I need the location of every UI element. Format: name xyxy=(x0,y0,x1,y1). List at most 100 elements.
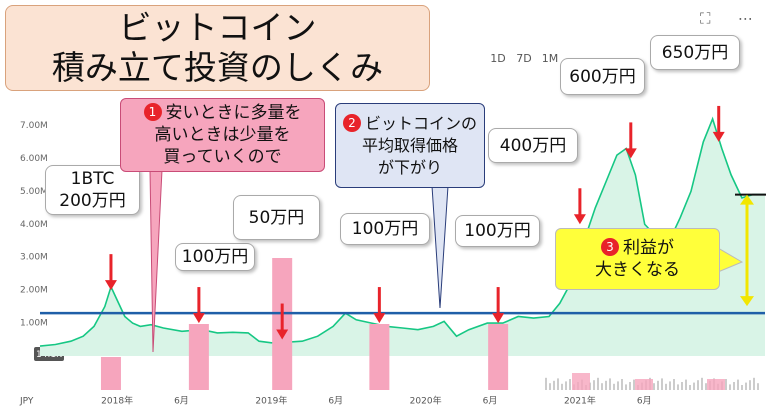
purchase-bar xyxy=(369,324,390,390)
volume-bar xyxy=(737,379,739,390)
volume-bar xyxy=(569,379,571,390)
price-bubble: 600万円 xyxy=(560,58,645,95)
y-tick-label: 7.00M xyxy=(20,121,48,131)
price-bubble: 100万円 xyxy=(455,215,540,247)
price-bubble-line: 100万円 xyxy=(351,219,419,239)
volume-bar xyxy=(673,379,675,390)
volume-bar xyxy=(557,378,559,390)
volume-bar xyxy=(749,380,751,390)
volume-bar xyxy=(685,379,687,390)
callout-line: 平均取得価格 xyxy=(336,135,484,157)
volume-bar xyxy=(725,379,727,390)
callout: 2 ビットコインの 平均取得価格 が下がり xyxy=(335,103,485,188)
price-bubble-line: 200万円 xyxy=(59,191,126,211)
price-arrow-head xyxy=(624,148,637,159)
currency-label: JPY xyxy=(19,397,34,407)
y-tick-label: 6.00M xyxy=(20,154,48,164)
price-bubble-line: 1BTC xyxy=(70,169,115,189)
x-tick-label: 6月 xyxy=(637,396,652,407)
callout: 3 利益が 大きくなる xyxy=(555,228,720,290)
volume-highlight xyxy=(635,379,653,390)
purchase-bar xyxy=(100,357,121,390)
volume-bar xyxy=(689,385,691,390)
x-tick-label: 2019年 xyxy=(255,395,287,407)
callout-line: 高いときは少量を xyxy=(121,124,324,146)
volume-bar xyxy=(629,382,631,390)
y-tick-label: 2.00M xyxy=(20,286,48,296)
volume-bar xyxy=(597,377,599,390)
callout-text: 高いときは少量を xyxy=(154,125,291,145)
volume-bar xyxy=(565,381,567,390)
volume-bar xyxy=(653,383,655,390)
y-tick-label: 4.00M xyxy=(20,220,48,230)
callout-line: 2 ビットコインの xyxy=(336,113,484,135)
volume-highlight xyxy=(572,373,590,390)
volume-bar xyxy=(705,383,707,390)
range-button[interactable]: 1D xyxy=(490,52,506,65)
price-bubble: 100万円 xyxy=(340,213,430,245)
callout: 1 安いときに多量を 高いときは少量を 買っていくので xyxy=(120,98,325,172)
price-bubble-line: 650万円 xyxy=(661,42,729,63)
callout-number: 2 xyxy=(342,113,361,132)
volume-bar xyxy=(757,383,759,390)
volume-bar xyxy=(621,379,623,390)
volume-bar xyxy=(733,382,735,390)
callout-text: が下がり xyxy=(377,157,442,177)
price-bubble: 1BTC 200万円 xyxy=(45,165,140,215)
volume-bar xyxy=(613,383,615,390)
volume-bar xyxy=(553,380,555,390)
callout-text: 利益が xyxy=(623,238,674,258)
price-arrow-head xyxy=(492,313,505,324)
callout-text: 買っていくので xyxy=(163,147,282,167)
volume-bar xyxy=(665,383,667,390)
price-bubble-line: 600万円 xyxy=(569,66,636,87)
y-tick-label: 5.00M xyxy=(20,187,48,197)
fullscreen-icon[interactable]: ⛶ xyxy=(700,10,711,28)
price-arrow-head xyxy=(276,329,289,340)
title-box: ビットコイン 積み立て投資のしくみ xyxy=(5,5,430,91)
purchase-bar xyxy=(188,324,209,390)
volume-bar xyxy=(605,380,607,390)
title-line: ビットコイン xyxy=(118,8,317,47)
x-tick-label: 6月 xyxy=(328,396,343,407)
x-tick-label: 2018年 xyxy=(101,395,133,407)
range-button[interactable]: 1M xyxy=(541,52,559,65)
volume-bar xyxy=(561,383,563,390)
callout-line: 買っていくので xyxy=(121,146,324,168)
callout-line: 1 安いときに多量を xyxy=(121,102,324,124)
x-tick-label: 2021年 xyxy=(564,395,596,407)
profit-arrow-head xyxy=(740,194,754,205)
price-arrow-head xyxy=(104,280,117,291)
callout-text: ビットコインの xyxy=(364,113,477,133)
volume-bar xyxy=(701,377,703,390)
price-bubble-line: 100万円 xyxy=(464,221,531,241)
range-button[interactable]: 7D xyxy=(516,52,532,65)
more-icon[interactable]: ⋯ xyxy=(738,10,753,28)
volume-bar xyxy=(741,385,743,390)
callout-text: 安いときに多量を xyxy=(165,103,302,123)
price-bubble-line: 400万円 xyxy=(499,135,567,156)
callout-tail xyxy=(431,185,449,309)
price-bubble: 650万円 xyxy=(650,35,740,70)
price-bubble: 50万円 xyxy=(233,195,320,240)
profit-arrow-head xyxy=(740,296,754,307)
volume-bar xyxy=(657,380,659,390)
volume-bar xyxy=(549,383,551,390)
callout-text: 大きくなる xyxy=(595,260,680,280)
price-arrow-head xyxy=(192,313,205,324)
callout-number: 3 xyxy=(601,238,619,256)
volume-highlight xyxy=(707,379,725,390)
callout-line: 3 利益が xyxy=(556,237,719,259)
volume-bar xyxy=(633,379,635,390)
callout-text: 平均取得価格 xyxy=(361,135,458,155)
price-bubble: 400万円 xyxy=(488,128,578,163)
x-tick-label: 6月 xyxy=(174,396,189,407)
volume-bar xyxy=(753,377,755,390)
callout-number: 1 xyxy=(143,103,162,121)
callout-line: 大きくなる xyxy=(556,259,719,281)
purchase-bar xyxy=(488,324,509,390)
volume-bar xyxy=(669,381,671,390)
x-tick-label: 2020年 xyxy=(410,395,442,407)
